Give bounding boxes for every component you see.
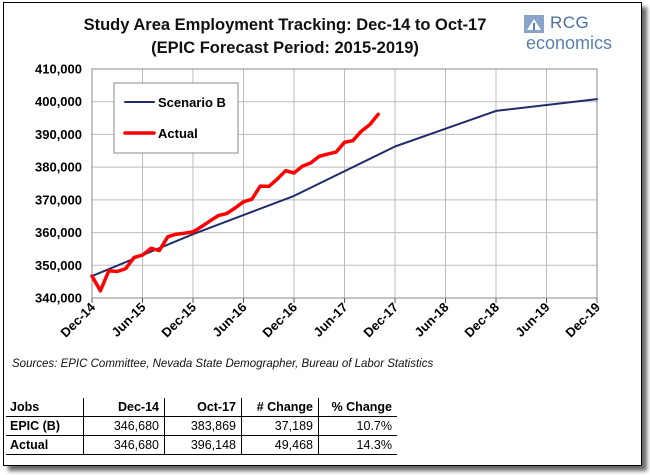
legend-box: [113, 82, 239, 154]
y-axis-ticks: 340,000 350,000 360,000 370,000 380,000 390,0…: [35, 62, 82, 306]
table-row: EPIC (B) 346,680 383,869 37,189 10.7%: [6, 416, 397, 436]
x-tick-label: Jun-19: [512, 300, 552, 340]
x-tick-label: Jun-17: [310, 300, 350, 340]
table-header-cell: # Change: [241, 398, 319, 417]
x-tick-label: Dec-17: [360, 300, 401, 341]
cell-oct17: 383,869: [164, 416, 242, 436]
chart-legend: Scenario B Actual: [113, 82, 239, 154]
x-tick-label: Dec-16: [259, 300, 300, 341]
y-tick-label: 360,000: [35, 225, 82, 240]
logo-economics-text: economics: [526, 33, 613, 53]
chart-series: [90, 98, 598, 293]
y-tick-label: 350,000: [35, 258, 82, 273]
cell-change: 37,189: [241, 416, 319, 436]
table-header-row: Jobs Dec-14 Oct-17 # Change % Change: [6, 398, 397, 417]
logo-rcg-text: RCG: [550, 13, 590, 32]
x-tick-label: Jun-16: [209, 300, 249, 340]
series-line-scenario-b: [91, 98, 598, 278]
source-note: Sources: EPIC Committee, Nevada State De…: [12, 358, 434, 370]
chart-frame: [3, 2, 642, 466]
legend-label-scenario-b: Scenario B: [158, 95, 226, 110]
cell-change: 49,468: [241, 435, 319, 455]
y-tick-label: 410,000: [35, 62, 82, 77]
chart-subtitle: (EPIC Forecast Period: 2015-2019): [151, 39, 419, 57]
rcg-logo: RCG economics: [524, 13, 634, 55]
row-label: Actual: [6, 435, 84, 455]
legend-label-actual: Actual: [158, 126, 198, 141]
chart-title: Study Area Employment Tracking: Dec-14 t…: [83, 16, 487, 34]
x-axis-ticks: Dec-14 Jun-15 Dec-15 Jun-16 Dec-16 Jun-17 Dec-…: [57, 298, 603, 340]
cell-oct17: 396,148: [164, 435, 242, 455]
x-tick-label: Dec-19: [562, 300, 603, 341]
y-tick-label: 380,000: [35, 160, 82, 175]
y-tick-label: 370,000: [35, 192, 82, 207]
cell-dec14: 346,680: [83, 435, 165, 455]
y-tick-label: 400,000: [35, 94, 82, 109]
table-header-cell: Jobs: [6, 398, 84, 417]
plot-area-border: [91, 68, 598, 299]
cell-dec14: 346,680: [83, 416, 165, 436]
series-line-actual: [90, 112, 380, 293]
cell-pct-change: 10.7%: [318, 416, 397, 436]
jobs-table: Jobs Dec-14 Oct-17 # Change % Change EPI…: [6, 398, 397, 455]
rcg-logo-mark-icon: [524, 15, 544, 33]
y-tick-label: 390,000: [35, 127, 82, 142]
table-header-cell: % Change: [318, 398, 397, 417]
cell-pct-change: 14.3%: [318, 435, 397, 455]
table-header-cell: Oct-17: [164, 398, 242, 417]
x-tick-label: Dec-18: [461, 300, 502, 341]
x-tick-label: Jun-15: [108, 300, 148, 340]
chart-title-block: Study Area Employment Tracking: Dec-14 t…: [60, 14, 510, 60]
table-row: Actual 346,680 396,148 49,468 14.3%: [6, 435, 397, 455]
y-tick-label: 340,000: [35, 291, 82, 306]
x-tick-label: Jun-18: [411, 300, 451, 340]
x-tick-label: Dec-15: [158, 300, 199, 341]
table-header-cell: Dec-14: [83, 398, 165, 417]
row-label: EPIC (B): [6, 416, 84, 436]
